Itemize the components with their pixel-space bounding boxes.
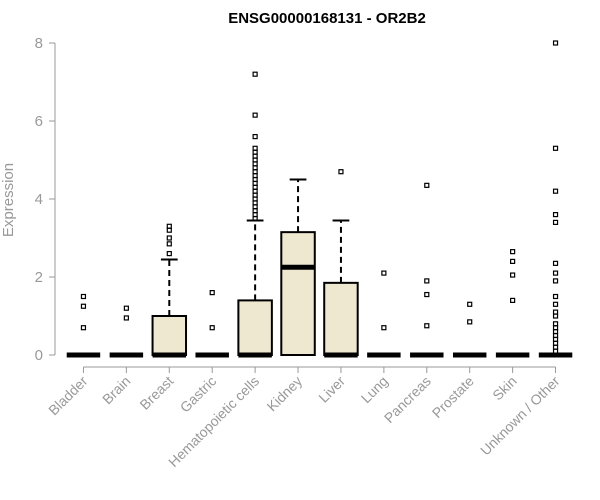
x-tick-label: Prostate bbox=[429, 373, 477, 421]
outlier-point bbox=[552, 212, 559, 218]
outlier-point bbox=[123, 315, 129, 321]
box-6 bbox=[323, 169, 359, 358]
outlier-point bbox=[552, 293, 559, 300]
x-tick-label: Gastric bbox=[177, 373, 220, 416]
outlier-point bbox=[552, 278, 559, 284]
y-axis: 0 2 4 6 8 bbox=[35, 35, 56, 364]
box-4 bbox=[237, 71, 273, 358]
outlier-point bbox=[252, 112, 258, 118]
outlier-point bbox=[467, 301, 473, 307]
y-tick-label: 0 bbox=[35, 347, 43, 364]
outlier-point bbox=[552, 219, 559, 225]
outlier-point bbox=[552, 321, 559, 327]
x-tick-label: Brain bbox=[99, 373, 133, 407]
outlier-point bbox=[552, 145, 559, 151]
outlier-point bbox=[166, 241, 172, 247]
box-0 bbox=[66, 293, 101, 358]
x-tick-label: Liver bbox=[315, 373, 348, 406]
outlier-point bbox=[424, 182, 430, 188]
x-tick-label: Pancreas bbox=[381, 373, 434, 426]
box-5 bbox=[280, 178, 316, 356]
outlier-point bbox=[510, 258, 516, 264]
outlier-point bbox=[467, 319, 473, 325]
x-tick-label: Skin bbox=[489, 373, 520, 404]
outlier-point bbox=[80, 325, 87, 331]
box-body bbox=[323, 281, 359, 357]
outlier-point bbox=[552, 309, 559, 315]
outlier-point bbox=[252, 145, 258, 151]
outlier-point bbox=[209, 325, 215, 331]
outlier-point bbox=[552, 270, 559, 276]
outlier-point bbox=[424, 278, 430, 284]
outlier-point bbox=[424, 323, 430, 329]
outlier-point bbox=[552, 188, 559, 194]
outlier-point bbox=[80, 303, 87, 309]
y-tick-label: 6 bbox=[35, 113, 43, 130]
outlier-point bbox=[338, 169, 344, 175]
outlier-point bbox=[381, 325, 387, 331]
box-8 bbox=[410, 182, 444, 358]
outlier-point bbox=[252, 134, 258, 140]
box-9 bbox=[452, 301, 487, 358]
chart-title: ENSG00000168131 - OR2B2 bbox=[228, 10, 426, 27]
y-axis-label: Expression bbox=[0, 163, 17, 237]
box-7 bbox=[367, 270, 401, 358]
outlier-point bbox=[252, 71, 258, 77]
outlier-point bbox=[552, 40, 559, 46]
x-tick-label: Kidney bbox=[264, 373, 306, 415]
y-tick-label: 4 bbox=[35, 191, 43, 208]
box-body bbox=[280, 231, 316, 356]
outlier-point bbox=[424, 291, 430, 298]
outlier-point bbox=[209, 290, 215, 296]
outlier-point bbox=[552, 260, 559, 266]
outlier-point bbox=[552, 301, 559, 307]
outlier-point bbox=[166, 235, 172, 241]
x-tick-label: Unknown / Other bbox=[477, 373, 563, 459]
x-tick-label: Lung bbox=[358, 373, 391, 406]
x-tick-label: Breast bbox=[136, 373, 176, 413]
outlier-point bbox=[166, 251, 172, 257]
box-body bbox=[151, 315, 188, 356]
box-body bbox=[237, 299, 273, 356]
box-2 bbox=[151, 223, 188, 358]
box-10 bbox=[495, 249, 530, 358]
outlier-point bbox=[381, 270, 387, 276]
box-1 bbox=[109, 305, 144, 358]
box-11 bbox=[538, 40, 573, 358]
outlier-point bbox=[166, 223, 172, 229]
outlier-point bbox=[510, 249, 516, 255]
y-tick-label: 8 bbox=[35, 35, 43, 52]
outlier-point bbox=[123, 305, 129, 311]
y-tick-label: 2 bbox=[35, 269, 43, 286]
x-tick-label: Bladder bbox=[45, 373, 91, 419]
box-3 bbox=[195, 290, 229, 358]
outlier-point bbox=[80, 293, 87, 300]
outlier-point bbox=[510, 297, 516, 303]
outlier-point bbox=[510, 272, 516, 278]
boxes-group bbox=[66, 40, 573, 358]
